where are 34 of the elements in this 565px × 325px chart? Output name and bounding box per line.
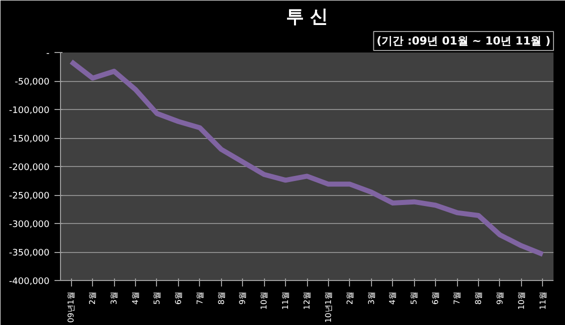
y-tick-label: - xyxy=(46,49,50,59)
x-tick-label: 5월 xyxy=(410,291,419,305)
y-tick-label: -250,000 xyxy=(9,192,50,202)
x-tick-label: 3월 xyxy=(366,291,376,305)
chart-subtitle: (기간 :09년 01월 ~ 10년 11월 ) xyxy=(376,34,551,48)
x-tick-label: 2월 xyxy=(88,291,98,305)
x-tick-label: 09년1월 xyxy=(66,291,76,323)
chart-title: 투 신 xyxy=(286,6,328,28)
x-tick-label: 10월 xyxy=(260,291,269,310)
x-tick-label: 3월 xyxy=(110,291,119,305)
y-tick-label: -200,000 xyxy=(9,163,50,173)
x-tick-label: 8월 xyxy=(216,291,226,305)
y-tick-label: -150,000 xyxy=(9,134,50,144)
x-tick-label: 9월 xyxy=(495,291,504,305)
x-tick-label: 10월 xyxy=(516,291,526,310)
x-tick-label: 11월 xyxy=(281,291,290,310)
x-tick-label: 6월 xyxy=(174,291,183,305)
y-tick-label: -50,000 xyxy=(14,78,50,88)
y-tick-label: -300,000 xyxy=(9,220,50,230)
x-tick-label: 9월 xyxy=(238,291,248,305)
x-tick-label: 5월 xyxy=(152,291,162,305)
x-tick-label: 4월 xyxy=(388,291,398,305)
y-tick-label: -350,000 xyxy=(9,248,50,258)
x-tick-label: 11월 xyxy=(538,291,548,310)
x-tick-label: 8월 xyxy=(474,291,483,305)
y-tick-label: -100,000 xyxy=(9,106,50,116)
x-tick-label: 4월 xyxy=(131,291,140,305)
x-tick-label: 2월 xyxy=(345,291,354,305)
x-tick-label: 10년1월 xyxy=(324,291,333,323)
x-tick-label: 12월 xyxy=(302,291,312,310)
x-tick-label: 6월 xyxy=(431,291,440,305)
y-tick-label: -400,000 xyxy=(9,277,50,287)
x-tick-label: 7월 xyxy=(195,291,204,305)
x-tick-label: 7월 xyxy=(452,291,462,305)
